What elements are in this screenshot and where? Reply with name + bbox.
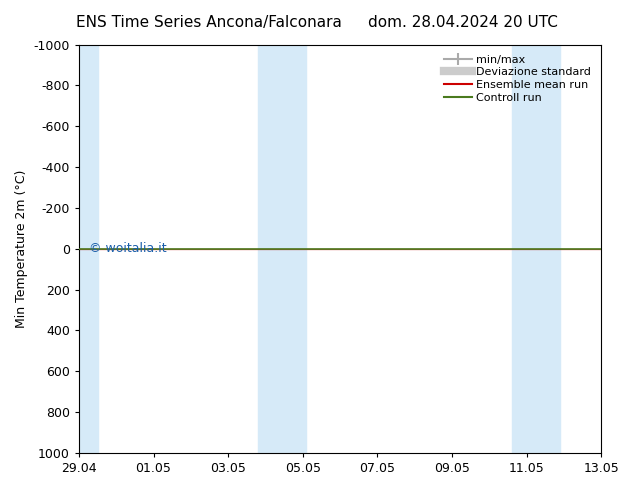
- Y-axis label: Min Temperature 2m (°C): Min Temperature 2m (°C): [15, 170, 28, 328]
- Bar: [75, 45, 98, 453]
- Bar: [258, 45, 306, 453]
- Text: ENS Time Series Ancona/Falconara: ENS Time Series Ancona/Falconara: [76, 15, 342, 30]
- Text: © woitalia.it: © woitalia.it: [89, 242, 167, 255]
- Bar: [512, 45, 560, 453]
- Legend: min/max, Deviazione standard, Ensemble mean run, Controll run: min/max, Deviazione standard, Ensemble m…: [439, 50, 595, 107]
- Text: dom. 28.04.2024 20 UTC: dom. 28.04.2024 20 UTC: [368, 15, 558, 30]
